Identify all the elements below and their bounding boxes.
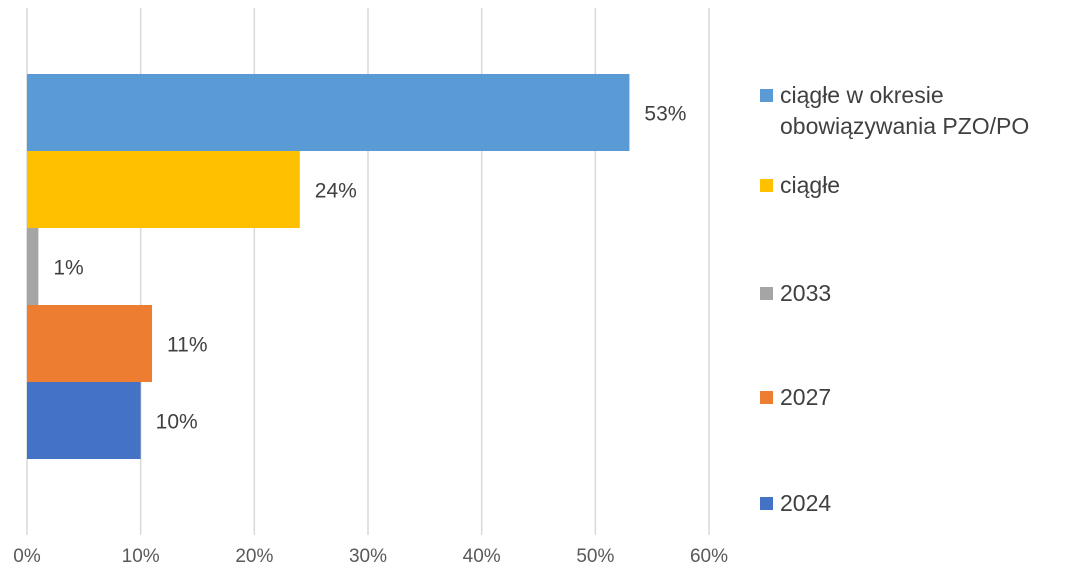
legend-label: 2027: [780, 384, 831, 410]
legend-item: 2033: [760, 280, 831, 306]
bar-2027: [27, 305, 153, 382]
legend-item: ciągłe w okresie obowiązywania PZO/PO: [760, 82, 1029, 139]
data-label: 1%: [53, 257, 83, 280]
data-label: 24%: [315, 180, 357, 203]
data-labels: 10% 11% 1% 24% 53%: [53, 103, 686, 434]
x-tick-label: 20%: [235, 546, 273, 567]
bars: [27, 74, 630, 459]
legend-label: 2024: [780, 490, 831, 516]
x-tick-label: 60%: [690, 546, 728, 567]
x-tick-label: 40%: [463, 546, 501, 567]
bar-2024: [27, 382, 141, 459]
legend-label: obowiązywania PZO/PO: [780, 113, 1029, 139]
data-label: 53%: [644, 103, 686, 126]
legend-swatch: [760, 89, 773, 102]
bar-ciągłe w okresie obowiązywania PZO/PO: [27, 74, 630, 151]
data-label: 11%: [167, 334, 207, 357]
x-tick-label: 10%: [122, 546, 160, 567]
legend-label: ciągłe w okresie: [780, 82, 944, 108]
x-tick-label: 50%: [576, 546, 614, 567]
data-label: 10%: [156, 411, 198, 434]
bar-2033: [27, 228, 39, 305]
x-tick-label: 0%: [13, 546, 41, 567]
legend-item: 2024: [760, 490, 831, 516]
legend-swatch: [760, 287, 773, 300]
legend-swatch: [760, 391, 773, 404]
x-axis-tick-labels: 0% 10% 20% 30% 40% 50% 60%: [13, 546, 728, 567]
legend-label: 2033: [780, 280, 831, 306]
legend-swatch: [760, 497, 773, 510]
legend-swatch: [760, 179, 773, 192]
legend-item: 2027: [760, 384, 831, 410]
legend-label: ciągłe: [780, 172, 840, 198]
legend-item: ciągłe: [760, 172, 840, 198]
x-tick-label: 30%: [349, 546, 387, 567]
bar-ciągłe: [27, 151, 300, 228]
